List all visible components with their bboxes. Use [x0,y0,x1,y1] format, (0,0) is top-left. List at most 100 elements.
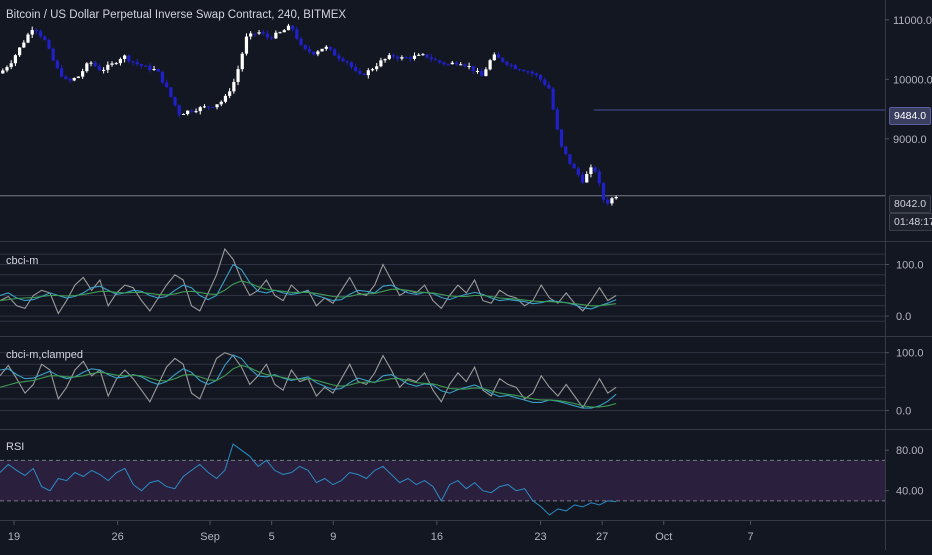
price-tick-label: 10000.0 [893,74,932,86]
candle-body [236,69,240,82]
candle-body [526,71,530,73]
candle-body [438,60,442,63]
candle-body [22,42,26,48]
cbci-clamped-tick-label: 0.0 [896,405,911,417]
candle-body [135,62,139,65]
candle-body [18,47,22,56]
candle-body [211,106,215,108]
candle-body [68,78,72,81]
candle-body [169,87,173,97]
candle-body [76,76,81,78]
cbci-tick-label: 0.0 [896,311,911,323]
candle-body [39,31,43,37]
candle-body [299,38,303,45]
candle-body [610,198,614,204]
time-tick-label: 27 [596,531,608,543]
candles-group [1,23,618,206]
candle-body [366,70,370,76]
time-tick-label: 7 [748,531,754,543]
candle-body [396,56,400,59]
candle-body [354,67,358,72]
candle-body [492,54,496,61]
candle-body [585,174,589,183]
rsi-tick-label: 40.00 [896,486,924,498]
candle-body [156,69,160,72]
candle-body [425,54,429,58]
candle-body [173,96,177,106]
candle-body [517,69,522,71]
time-tick-label: 5 [269,531,275,543]
candle-body [559,129,564,147]
candle-body [215,104,219,108]
candle-body [358,71,362,74]
candle-body [337,55,341,59]
candle-body [606,199,610,204]
cbci-series-blue [0,263,617,310]
candle-body [375,66,379,70]
candle-body [30,29,34,35]
cbci-series-green [0,280,617,307]
candle-body [110,63,114,65]
candle-body [219,101,223,105]
candle-body [232,81,236,92]
rsi-line [0,443,617,516]
candle-body [89,62,93,64]
candle-body [324,46,328,49]
candle-body [81,71,85,77]
candle-body [349,62,354,68]
candle-body [551,88,555,110]
candle-body [568,154,572,164]
candle-body [118,58,123,64]
candle-body [488,60,492,70]
candle-body [261,32,265,34]
candle-body [265,33,270,38]
candle-body [286,25,291,31]
candle-body [379,60,383,67]
candle-body [383,58,387,61]
candle-body [433,59,438,61]
candle-body [34,29,39,32]
rsi-band [0,460,885,501]
candle-body [9,63,13,68]
candle-body [614,196,618,199]
candle-body [282,30,286,33]
candle-body [509,64,513,66]
candle-body [148,65,152,71]
pane-label-rsi: RSI [6,441,25,453]
pane-label-cbci-m-clamped: cbci-m,clamped [6,349,84,361]
candle-body [106,64,110,70]
candle-body [589,167,593,175]
cbci-clamped-tick-label: 100.0 [896,348,924,360]
candle-body [64,76,68,79]
candle-body [412,55,417,59]
candle-body [139,64,144,66]
candle-body [547,84,551,89]
candle-body [505,61,509,65]
candle-body [555,109,559,130]
candle-body [316,51,320,55]
candle-body [223,95,228,102]
price-tick-label: 11000.0 [893,15,932,27]
candle-body [253,33,257,35]
candle-body [450,62,454,65]
cbci-tick-label: 100.0 [896,259,924,271]
candle-body [362,73,366,76]
candle-body [72,77,76,81]
candle-body [144,65,148,67]
candle-body [43,36,47,40]
candle-body [93,62,97,67]
candle-body [249,33,253,37]
symbol-title: Bitcoin / US Dollar Perpetual Inverse Sw… [6,9,347,21]
cbci-clamped-series-green [0,364,617,408]
candle-body [240,53,244,70]
candle-body [123,55,127,59]
candle-body [564,146,568,155]
candle-body [370,69,375,71]
candle-body [291,25,295,30]
candle-body [85,63,89,72]
candle-body [177,105,181,115]
candle-body [513,65,517,70]
candle-body [303,44,307,49]
